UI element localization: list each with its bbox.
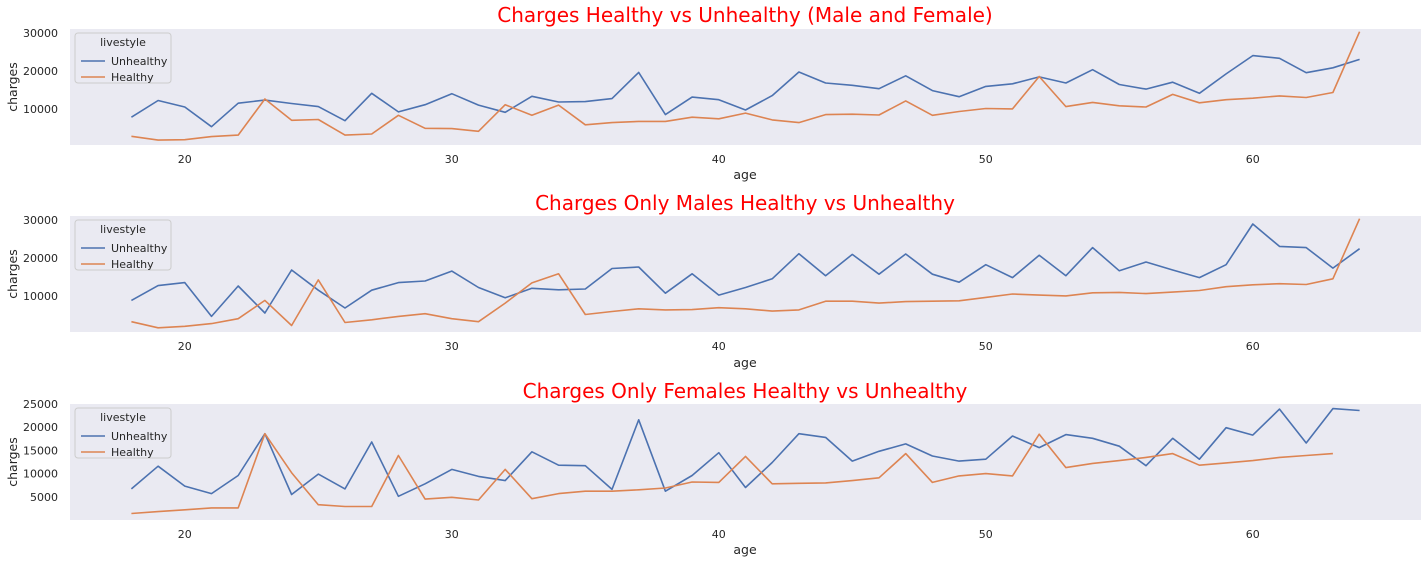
series-line-healthy [131, 218, 1361, 329]
plot-area [70, 29, 1421, 145]
legend: livestyle Unhealthy Healthy [74, 32, 172, 84]
series-line-unhealthy [131, 223, 1361, 318]
x-tick-label: 20 [178, 340, 192, 353]
subplot-females: Charges Only Females Healthy vs Unhealth… [5, 379, 1421, 557]
legend-box [74, 219, 172, 271]
legend-title: livestyle [100, 36, 146, 49]
x-axis-label: age [733, 542, 757, 557]
x-tick-label: 30 [445, 528, 459, 541]
y-tick-label: 30000 [23, 214, 58, 227]
x-tick-label: 40 [712, 340, 726, 353]
x-tick-label: 40 [712, 528, 726, 541]
x-axis-label: age [733, 167, 757, 182]
subplot-title: Charges Only Females Healthy vs Unhealth… [523, 379, 968, 403]
legend-box [74, 407, 172, 459]
y-tick-label: 25000 [23, 398, 58, 411]
x-axis-label: age [733, 355, 757, 370]
y-axis-label: charges [5, 62, 20, 112]
x-tick-label: 60 [1246, 528, 1260, 541]
x-tick-label: 50 [979, 528, 993, 541]
plot-area [70, 404, 1421, 520]
x-tick-label: 50 [979, 340, 993, 353]
legend-title: livestyle [100, 223, 146, 236]
series-line-healthy [131, 31, 1361, 141]
legend-entry: Unhealthy [111, 55, 168, 68]
y-tick-label: 15000 [23, 444, 58, 457]
legend-entry: Healthy [111, 71, 154, 84]
subplot-combined: Charges Healthy vs Unhealthy (Male and F… [5, 3, 1421, 182]
legend: livestyle Unhealthy Healthy [74, 407, 172, 459]
legend-entry: Unhealthy [111, 430, 168, 443]
y-axis-label: charges [5, 249, 20, 299]
y-tick-label: 20000 [23, 421, 58, 434]
y-tick-label: 10000 [23, 290, 58, 303]
legend-entry: Healthy [111, 258, 154, 271]
x-tick-label: 40 [712, 153, 726, 166]
subplot-males: Charges Only Males Healthy vs Unhealthy … [5, 191, 1421, 370]
legend-entry: Healthy [111, 446, 154, 459]
subplot-title: Charges Healthy vs Unhealthy (Male and F… [497, 3, 992, 27]
x-tick-label: 20 [178, 153, 192, 166]
x-tick-label: 60 [1246, 153, 1260, 166]
y-tick-label: 30000 [23, 27, 58, 40]
x-tick-label: 50 [979, 153, 993, 166]
series-line-healthy [131, 432, 1333, 515]
plot-area [70, 216, 1421, 332]
x-tick-label: 30 [445, 340, 459, 353]
y-tick-label: 10000 [23, 468, 58, 481]
y-tick-label: 20000 [23, 65, 58, 78]
y-tick-label: 5000 [30, 491, 58, 504]
legend-box [74, 32, 172, 84]
x-tick-label: 30 [445, 153, 459, 166]
subplot-title: Charges Only Males Healthy vs Unhealthy [535, 191, 955, 215]
y-axis-label: charges [5, 437, 20, 487]
x-tick-label: 20 [178, 528, 192, 541]
legend-entry: Unhealthy [111, 242, 168, 255]
x-tick-label: 60 [1246, 340, 1260, 353]
y-tick-label: 20000 [23, 252, 58, 265]
y-tick-label: 10000 [23, 103, 58, 116]
legend-title: livestyle [100, 411, 146, 424]
series-line-unhealthy [130, 54, 1360, 128]
legend: livestyle Unhealthy Healthy [74, 219, 172, 271]
